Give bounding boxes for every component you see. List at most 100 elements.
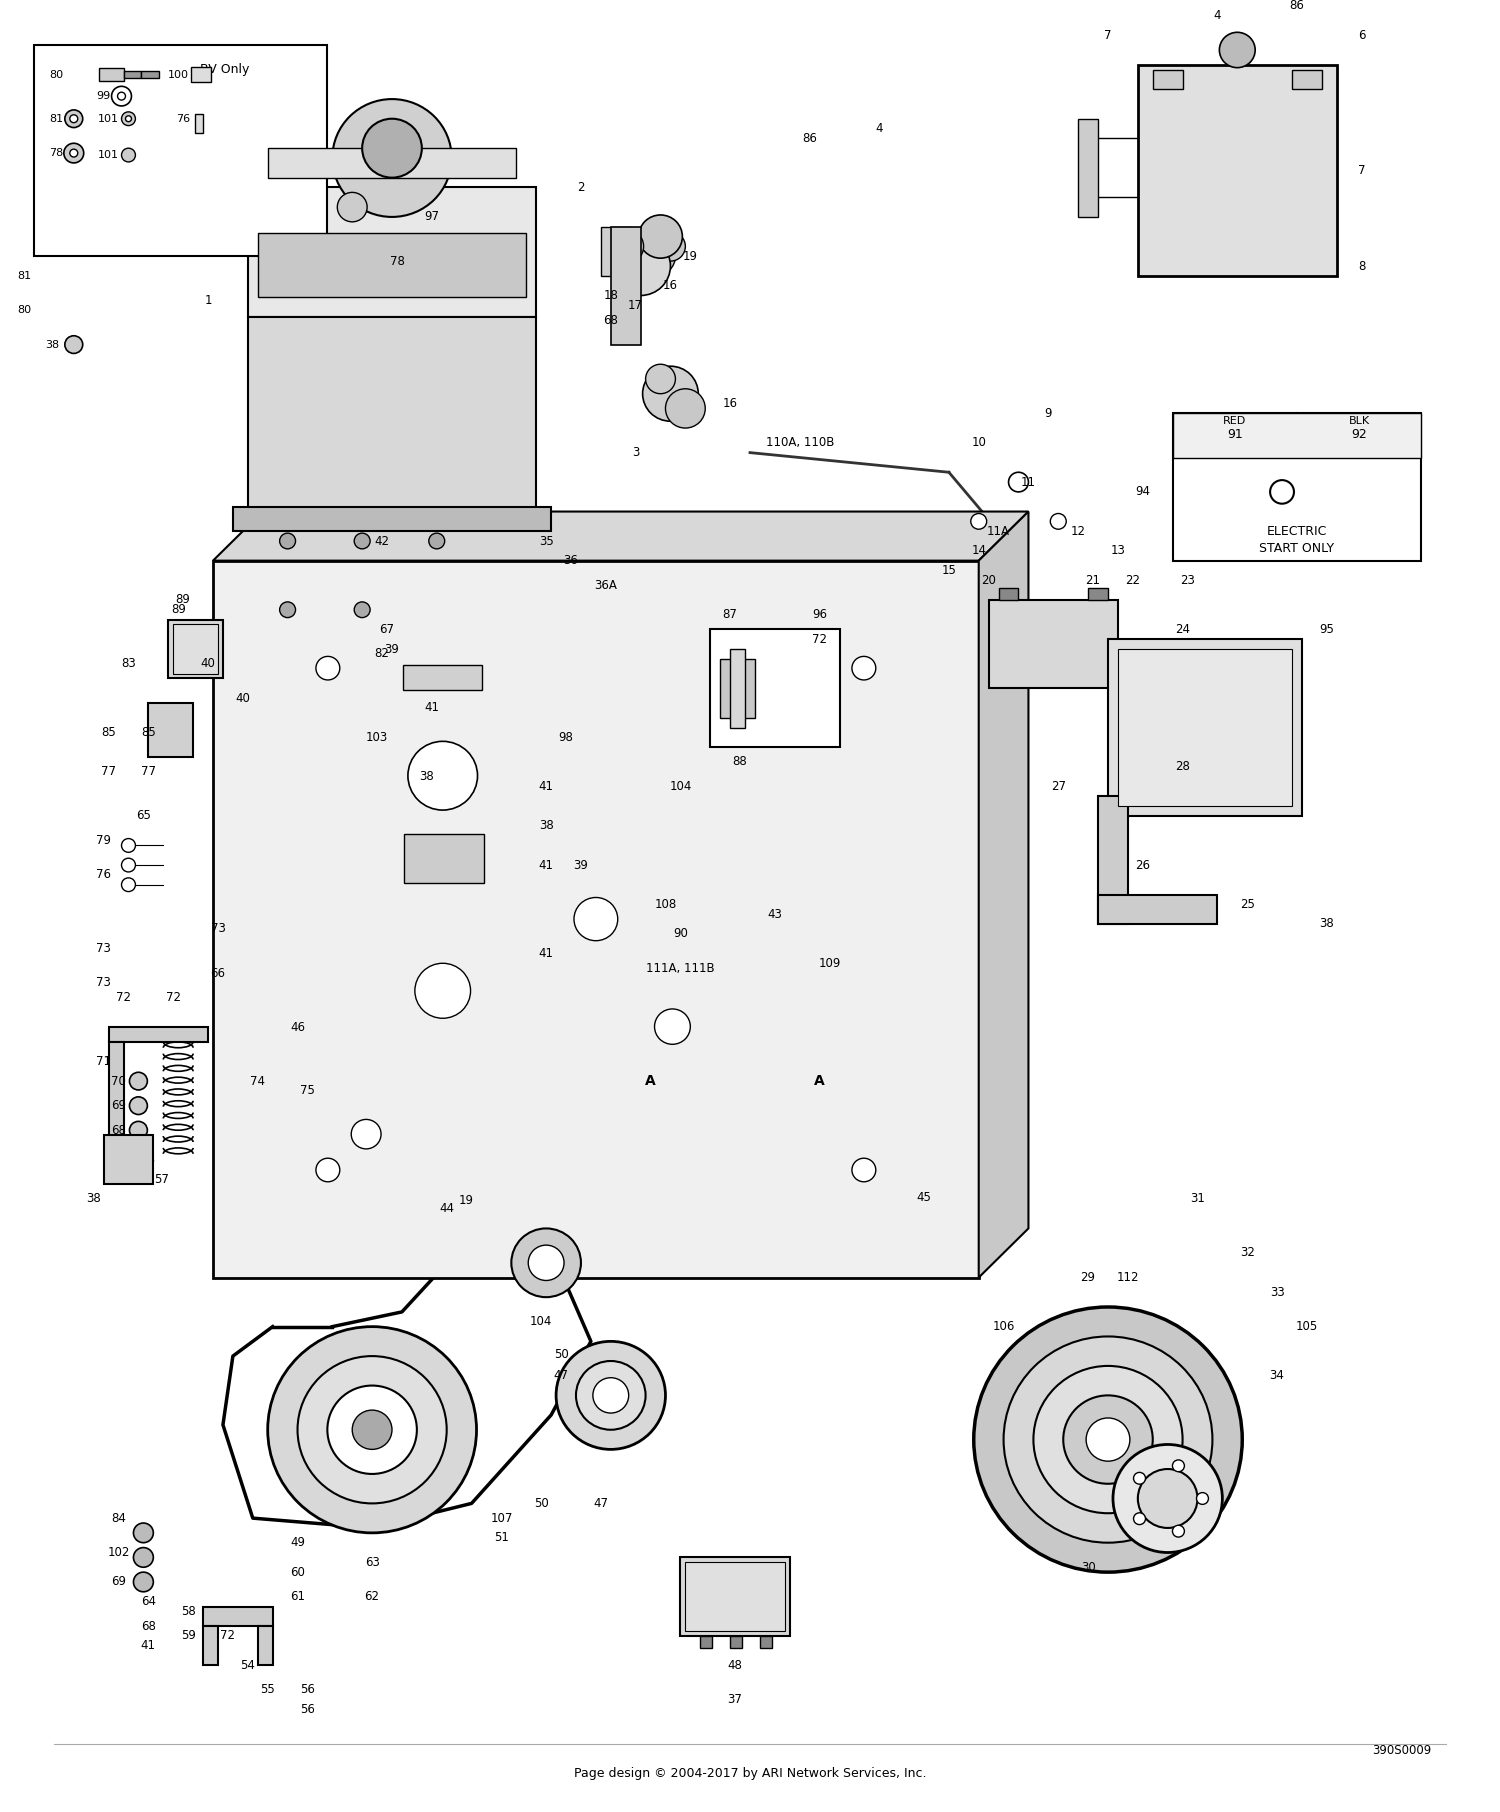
Circle shape <box>122 149 135 161</box>
Bar <box>202 1607 273 1625</box>
Circle shape <box>122 859 135 872</box>
Text: 1: 1 <box>204 294 212 306</box>
Circle shape <box>126 116 132 121</box>
Circle shape <box>974 1306 1242 1573</box>
Circle shape <box>354 533 370 549</box>
Text: 57: 57 <box>154 1172 168 1185</box>
Bar <box>1292 69 1322 89</box>
Circle shape <box>1197 1493 1209 1504</box>
Text: 77: 77 <box>141 765 156 779</box>
Text: 72: 72 <box>220 1629 236 1642</box>
Text: ELECTRIC: ELECTRIC <box>1268 525 1328 538</box>
Text: 43: 43 <box>768 908 783 920</box>
Text: 38: 38 <box>87 1192 100 1205</box>
Bar <box>258 1625 273 1665</box>
Text: 106: 106 <box>993 1321 1016 1334</box>
Text: 40: 40 <box>236 692 250 705</box>
Bar <box>148 703 194 757</box>
Text: 63: 63 <box>364 1557 380 1569</box>
Bar <box>248 187 536 317</box>
Text: 59: 59 <box>180 1629 195 1642</box>
Text: 76: 76 <box>96 868 111 881</box>
Text: 32: 32 <box>1240 1247 1254 1259</box>
Bar <box>195 114 202 134</box>
Bar <box>248 317 536 511</box>
Text: 27: 27 <box>1052 779 1066 794</box>
Text: 10: 10 <box>972 437 986 449</box>
Text: 100: 100 <box>168 69 189 80</box>
Text: 62: 62 <box>364 1591 380 1604</box>
Text: 84: 84 <box>111 1511 126 1524</box>
Circle shape <box>1270 480 1294 504</box>
Text: 92: 92 <box>1352 428 1366 442</box>
Bar <box>999 589 1018 600</box>
Text: 29: 29 <box>1080 1270 1095 1285</box>
Text: 89: 89 <box>176 593 190 607</box>
Circle shape <box>574 897 618 940</box>
Text: 89: 89 <box>171 603 186 616</box>
Text: 67: 67 <box>380 623 394 636</box>
Text: 81: 81 <box>50 114 63 123</box>
Bar <box>258 232 526 297</box>
Text: 6: 6 <box>1358 29 1365 42</box>
Circle shape <box>362 120 422 178</box>
Text: 55: 55 <box>261 1683 274 1696</box>
Circle shape <box>642 366 699 420</box>
Bar <box>141 71 159 78</box>
Text: 2: 2 <box>578 181 585 194</box>
Text: 91: 91 <box>1227 428 1242 442</box>
Text: 94: 94 <box>1136 486 1150 498</box>
Text: 11A: 11A <box>987 525 1010 538</box>
Text: 38: 38 <box>420 770 434 783</box>
Text: 66: 66 <box>210 966 225 980</box>
Text: 68: 68 <box>111 1123 126 1136</box>
Circle shape <box>129 1122 147 1140</box>
Bar <box>988 600 1118 689</box>
Text: 112: 112 <box>1116 1270 1138 1285</box>
Bar <box>610 226 640 344</box>
Text: 30: 30 <box>1080 1560 1095 1575</box>
Text: 58: 58 <box>182 1605 195 1618</box>
Circle shape <box>134 1547 153 1567</box>
Text: 7: 7 <box>1358 165 1365 178</box>
Bar <box>1098 795 1128 924</box>
Text: 28: 28 <box>1174 761 1190 774</box>
Circle shape <box>267 1326 477 1533</box>
Text: 24: 24 <box>1174 623 1190 636</box>
Circle shape <box>70 114 78 123</box>
Bar <box>1078 120 1098 217</box>
Text: 73: 73 <box>96 977 111 989</box>
Circle shape <box>416 964 471 1018</box>
Text: 3: 3 <box>632 446 639 458</box>
Bar <box>404 665 483 690</box>
Circle shape <box>327 1386 417 1473</box>
Bar <box>202 1625 217 1665</box>
Circle shape <box>1113 1444 1222 1553</box>
Circle shape <box>1220 33 1256 67</box>
Bar <box>602 226 630 275</box>
Text: 69: 69 <box>111 1100 126 1113</box>
Text: 60: 60 <box>290 1566 304 1578</box>
Circle shape <box>1034 1366 1182 1513</box>
Text: 101: 101 <box>98 114 118 123</box>
Text: 46: 46 <box>290 1020 304 1033</box>
Circle shape <box>592 1377 628 1413</box>
Text: 82: 82 <box>375 647 390 660</box>
Text: 74: 74 <box>251 1075 266 1087</box>
Text: 4: 4 <box>1214 9 1221 22</box>
Text: 61: 61 <box>290 1591 304 1604</box>
Bar <box>1088 589 1108 600</box>
Text: 50: 50 <box>554 1348 568 1361</box>
Text: 22: 22 <box>1125 574 1140 587</box>
Text: A: A <box>815 1075 825 1089</box>
Text: 26: 26 <box>1136 859 1150 872</box>
Circle shape <box>351 1120 381 1149</box>
Text: 110A, 110B: 110A, 110B <box>765 437 834 449</box>
Circle shape <box>338 192 368 221</box>
Text: 80: 80 <box>50 69 63 80</box>
Text: 102: 102 <box>108 1546 129 1558</box>
Text: 34: 34 <box>1269 1370 1284 1383</box>
Circle shape <box>576 1361 645 1430</box>
Text: 44: 44 <box>440 1203 454 1216</box>
Text: BLK: BLK <box>1348 417 1370 426</box>
